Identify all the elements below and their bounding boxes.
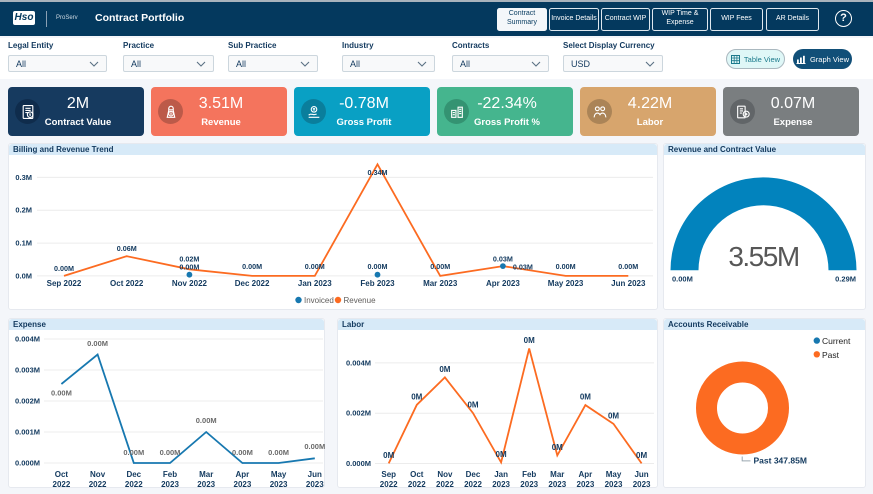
svg-text:0.34M: 0.34M: [368, 168, 388, 177]
svg-text:2022: 2022: [89, 480, 107, 489]
svg-text:0.03M: 0.03M: [513, 263, 533, 272]
svg-text:0M: 0M: [580, 393, 591, 402]
svg-text:0.06M: 0.06M: [117, 244, 137, 253]
svg-text:0.00M: 0.00M: [160, 448, 181, 457]
svg-text:0.3M: 0.3M: [15, 173, 32, 182]
svg-text:0.00M: 0.00M: [368, 262, 388, 271]
svg-text:2022: 2022: [380, 480, 398, 489]
svg-text:0.003M: 0.003M: [15, 366, 40, 375]
svg-text:2022: 2022: [436, 480, 454, 489]
svg-text:Dec: Dec: [466, 470, 481, 479]
svg-text:Oct: Oct: [410, 470, 424, 479]
svg-text:Jun: Jun: [308, 470, 322, 479]
svg-text:Past 347.85M: Past 347.85M: [754, 456, 807, 466]
svg-text:0.00M: 0.00M: [123, 448, 144, 457]
svg-text:Jan: Jan: [494, 470, 508, 479]
svg-text:2023: 2023: [306, 480, 324, 489]
svg-text:0.004M: 0.004M: [15, 335, 40, 344]
svg-text:0.00M: 0.00M: [268, 448, 289, 457]
svg-text:2023: 2023: [234, 480, 252, 489]
svg-text:Oct: Oct: [55, 470, 69, 479]
svg-text:0M: 0M: [496, 450, 507, 459]
svg-text:Nov 2022: Nov 2022: [172, 279, 208, 288]
svg-text:0.00M: 0.00M: [618, 262, 638, 271]
svg-text:Jun 2023: Jun 2023: [611, 279, 646, 288]
svg-text:0.29M: 0.29M: [835, 275, 856, 284]
svg-text:Apr 2023: Apr 2023: [486, 279, 520, 288]
svg-text:0.00M: 0.00M: [672, 275, 693, 284]
svg-text:Mar 2023: Mar 2023: [423, 279, 458, 288]
svg-text:Jan 2023: Jan 2023: [298, 279, 332, 288]
svg-text:Mar: Mar: [550, 470, 564, 479]
svg-text:Feb: Feb: [522, 470, 536, 479]
svg-text:Feb 2023: Feb 2023: [360, 279, 395, 288]
svg-text:Sep: Sep: [381, 470, 396, 479]
svg-text:0M: 0M: [608, 411, 619, 420]
svg-text:0.001M: 0.001M: [15, 428, 40, 437]
svg-text:Feb: Feb: [163, 470, 177, 479]
svg-text:2022: 2022: [464, 480, 482, 489]
svg-text:2023: 2023: [605, 480, 623, 489]
svg-text:0.2M: 0.2M: [15, 206, 32, 215]
svg-text:May: May: [606, 470, 622, 479]
svg-text:2023: 2023: [270, 480, 288, 489]
svg-text:Revenue: Revenue: [344, 296, 377, 305]
svg-text:0.00M: 0.00M: [242, 262, 262, 271]
svg-text:Sep 2022: Sep 2022: [47, 279, 82, 288]
svg-text:2023: 2023: [492, 480, 510, 489]
svg-text:Mar: Mar: [199, 470, 213, 479]
svg-text:2023: 2023: [577, 480, 595, 489]
svg-text:3.55M: 3.55M: [728, 241, 798, 272]
svg-text:2022: 2022: [53, 480, 71, 489]
svg-text:0.004M: 0.004M: [346, 358, 371, 367]
svg-text:0.03M: 0.03M: [493, 255, 513, 264]
svg-text:0.002M: 0.002M: [346, 409, 371, 418]
svg-text:0.002M: 0.002M: [15, 397, 40, 406]
svg-text:0M: 0M: [636, 451, 647, 460]
svg-text:0.0M: 0.0M: [15, 271, 32, 280]
svg-text:Jun: Jun: [634, 470, 648, 479]
svg-text:Oct 2022: Oct 2022: [110, 279, 144, 288]
svg-text:Nov: Nov: [90, 470, 106, 479]
svg-text:0M: 0M: [411, 392, 422, 401]
svg-text:0.1M: 0.1M: [15, 239, 32, 248]
svg-text:May 2023: May 2023: [548, 279, 584, 288]
svg-text:May: May: [271, 470, 287, 479]
svg-text:Nov: Nov: [437, 470, 453, 479]
svg-text:0.00M: 0.00M: [179, 263, 199, 272]
svg-text:2022: 2022: [125, 480, 143, 489]
svg-text:0M: 0M: [524, 336, 535, 345]
svg-text:0.02M: 0.02M: [179, 255, 199, 264]
svg-text:Current: Current: [822, 336, 851, 346]
svg-text:2022: 2022: [408, 480, 426, 489]
svg-text:2023: 2023: [548, 480, 566, 489]
svg-text:2023: 2023: [520, 480, 538, 489]
svg-text:0.00M: 0.00M: [87, 339, 108, 348]
svg-text:0.000M: 0.000M: [346, 459, 371, 468]
svg-text:0M: 0M: [467, 401, 478, 410]
svg-text:0M: 0M: [552, 443, 563, 452]
svg-text:0.00M: 0.00M: [304, 442, 325, 451]
svg-text:0.000M: 0.000M: [15, 459, 40, 468]
svg-text:Dec: Dec: [126, 470, 141, 479]
svg-text:0.00M: 0.00M: [556, 262, 576, 271]
svg-text:2023: 2023: [161, 480, 179, 489]
svg-text:Apr: Apr: [579, 470, 593, 479]
svg-text:Dec 2022: Dec 2022: [235, 279, 270, 288]
svg-text:0.00M: 0.00M: [305, 262, 325, 271]
svg-text:Past: Past: [822, 350, 840, 360]
svg-text:0M: 0M: [439, 365, 450, 374]
svg-text:0M: 0M: [383, 451, 394, 460]
svg-text:2023: 2023: [197, 480, 215, 489]
svg-text:0.00M: 0.00M: [51, 389, 72, 398]
svg-text:Invoiced: Invoiced: [304, 296, 334, 305]
svg-text:2023: 2023: [633, 480, 651, 489]
svg-text:0.00M: 0.00M: [430, 262, 450, 271]
svg-text:0.00M: 0.00M: [196, 416, 217, 425]
svg-text:0.00M: 0.00M: [232, 448, 253, 457]
svg-text:Apr: Apr: [236, 470, 250, 479]
svg-text:0.00M: 0.00M: [54, 264, 74, 273]
